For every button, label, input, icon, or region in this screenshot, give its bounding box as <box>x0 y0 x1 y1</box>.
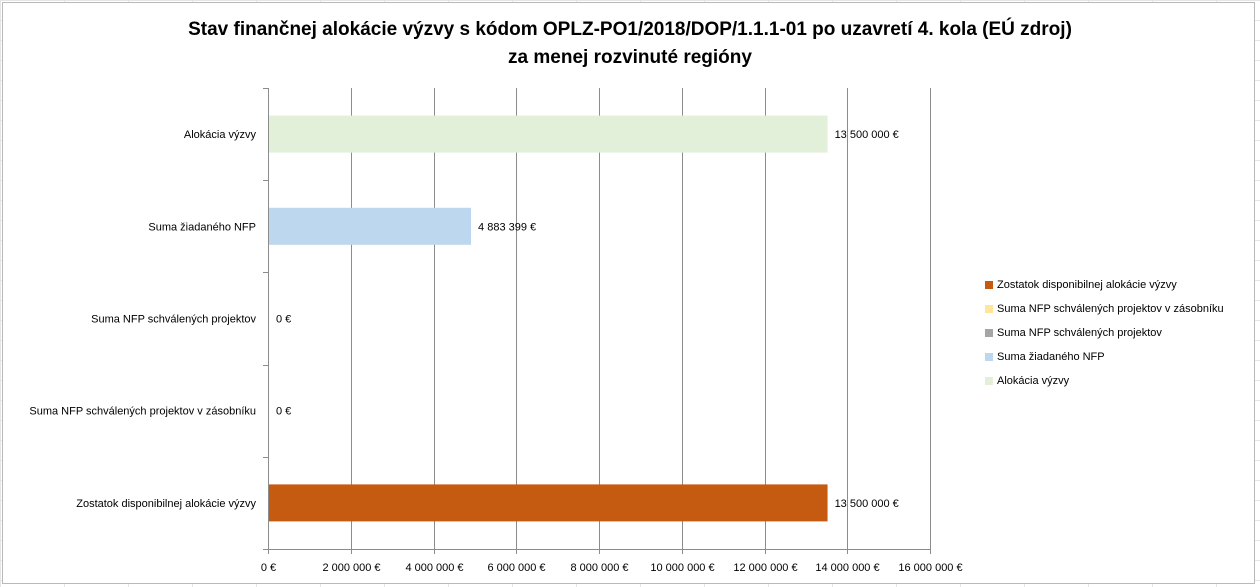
x-tick-label: 2 000 000 € <box>322 562 380 574</box>
category-label: Suma NFP schválených projektov <box>91 314 256 326</box>
legend-swatch <box>985 281 993 289</box>
data-label: 13 500 000 € <box>835 129 899 141</box>
legend-swatch <box>985 377 993 385</box>
legend-swatch <box>985 353 993 361</box>
legend-swatch <box>985 329 993 337</box>
legend-item[interactable]: Zostatok disponibilnej alokácie výzvy <box>985 273 1224 297</box>
data-label: 0 € <box>276 314 291 326</box>
category-label: Suma žiadaného NFP <box>148 221 256 233</box>
legend-label: Zostatok disponibilnej alokácie výzvy <box>997 279 1177 291</box>
legend-item[interactable]: Suma žiadaného NFP <box>985 345 1224 369</box>
legend-item[interactable]: Suma NFP schválených projektov <box>985 321 1224 345</box>
x-tick-label: 6 000 000 € <box>487 562 545 574</box>
bars <box>269 115 828 522</box>
chart-title-line-2: za menej rozvinuté regióny <box>508 47 752 68</box>
legend-swatch <box>985 305 993 313</box>
bar[interactable] <box>269 207 472 245</box>
x-tick-label: 4 000 000 € <box>405 562 463 574</box>
legend-label: Suma žiadaného NFP <box>997 351 1105 363</box>
bar[interactable] <box>269 484 828 522</box>
chart-title-line-1: Stav finančnej alokácie výzvy s kódom OP… <box>188 19 1072 40</box>
data-label: 13 500 000 € <box>835 498 899 510</box>
axes <box>263 88 931 554</box>
data-label: 4 883 399 € <box>478 221 536 233</box>
legend-item[interactable]: Alokácia výzvy <box>985 369 1224 393</box>
category-label: Zostatok disponibilnej alokácie výzvy <box>76 498 256 510</box>
x-tick-label: 14 000 000 € <box>815 562 879 574</box>
chart-title: Stav finančnej alokácie výzvy s kódom OP… <box>0 16 1260 72</box>
x-tick-label: 8 000 000 € <box>570 562 628 574</box>
category-label: Alokácia výzvy <box>184 129 257 141</box>
x-tick-label: 12 000 000 € <box>733 562 797 574</box>
x-tick-label: 10 000 000 € <box>650 562 714 574</box>
x-tick-label: 0 € <box>261 562 276 574</box>
data-labels: 13 500 000 € 4 883 399 € 0 € 0 € 13 500 000 … <box>276 129 899 510</box>
category-label: Suma NFP schválených projektov v zásobní… <box>29 406 256 418</box>
legend-label: Suma NFP schválených projektov <box>997 327 1162 339</box>
x-tick-labels: 0 € 2 000 000 € 4 000 000 € 6 000 000 € 8 00… <box>261 562 963 574</box>
legend-label: Suma NFP schválených projektov v zásobní… <box>997 303 1224 315</box>
x-tick-label: 16 000 000 € <box>898 562 962 574</box>
legend-item[interactable]: Suma NFP schválených projektov v zásobní… <box>985 297 1224 321</box>
legend-label: Alokácia výzvy <box>997 375 1070 387</box>
data-label: 0 € <box>276 406 291 418</box>
category-labels: Alokácia výzvy Suma žiadaného NFP Suma NFP… <box>29 129 256 510</box>
bar[interactable] <box>269 115 828 153</box>
legend[interactable]: Zostatok disponibilnej alokácie výzvy Sum… <box>985 273 1224 393</box>
gridlines <box>351 88 931 549</box>
